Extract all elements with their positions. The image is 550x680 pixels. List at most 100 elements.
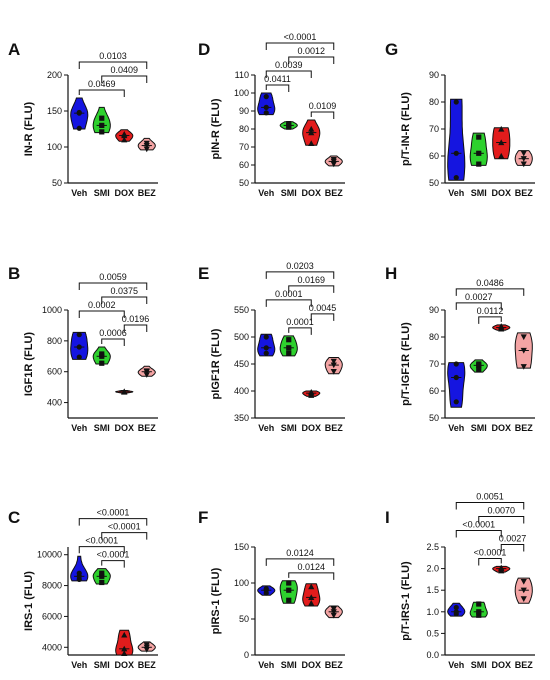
data-point — [121, 645, 128, 652]
data-point — [330, 609, 337, 615]
comparison-bracket — [265, 84, 290, 92]
p-value-label: 0.0375 — [110, 286, 138, 296]
p-value-label: 0.0411 — [264, 74, 291, 84]
data-point — [121, 388, 128, 395]
data-point — [476, 366, 482, 372]
data-point — [76, 110, 82, 116]
data-point — [263, 110, 269, 116]
x-tick-label: DOX — [301, 188, 321, 198]
p-value-label: <0.0001 — [97, 550, 130, 560]
panel-label: I — [385, 508, 390, 527]
panel-label: C — [8, 508, 20, 527]
comparison-bracket — [500, 543, 525, 552]
comparison-bracket — [78, 89, 125, 98]
data-point — [476, 361, 482, 367]
x-tick-label: DOX — [114, 188, 134, 198]
x-tick-label: SMI — [281, 660, 297, 670]
panel-label: D — [198, 40, 210, 59]
x-tick-label: Veh — [71, 660, 87, 670]
p-value-label: 0.0112 — [477, 306, 504, 316]
data-point — [99, 115, 105, 121]
data-point — [76, 332, 82, 338]
y-tick-label: 6000 — [42, 611, 62, 621]
data-point — [121, 132, 128, 139]
x-tick-label: SMI — [94, 660, 110, 670]
p-value-label: <0.0001 — [97, 508, 130, 518]
comparison-bracket — [78, 310, 125, 319]
data-point — [330, 358, 337, 365]
x-tick-label: Veh — [71, 188, 87, 198]
y-tick-label: 90 — [429, 70, 439, 80]
comparison-bracket — [478, 316, 502, 324]
data-point — [330, 606, 337, 613]
x-tick-label: SMI — [281, 188, 297, 198]
panel-i: I 0.0 0.5 1.0 1.5 2.0 2.5 p/T-IRS-1 (FLU) Veh SMI… — [385, 491, 535, 670]
data-point — [263, 586, 269, 592]
violin-veh — [447, 98, 466, 181]
p-value-label: <0.0001 — [462, 519, 495, 529]
data-point — [476, 601, 482, 607]
comparison-bracket — [101, 296, 148, 305]
y-axis-label: IN-R (FLU) — [23, 101, 35, 156]
data-point — [99, 351, 105, 357]
y-tick-label: 0.0 — [426, 650, 439, 660]
panel-label: B — [8, 264, 20, 283]
y-tick-label: 80 — [429, 97, 439, 107]
data-point — [453, 150, 459, 156]
data-point — [76, 354, 82, 360]
p-value-label: 0.0203 — [286, 261, 314, 271]
panel-label: H — [385, 264, 397, 283]
data-point — [520, 587, 527, 594]
data-point — [121, 631, 128, 638]
p-value-label: 0.0169 — [297, 275, 325, 285]
data-point — [76, 570, 82, 576]
y-tick-label: 8000 — [42, 581, 62, 591]
x-tick-label: BEZ — [325, 660, 344, 670]
y-tick-label: 50 — [239, 178, 249, 188]
data-point — [330, 368, 337, 375]
p-value-label: <0.0001 — [108, 522, 141, 532]
y-tick-label: 50 — [429, 413, 439, 423]
data-point — [330, 362, 337, 369]
panel-label: E — [198, 264, 209, 283]
data-point — [286, 597, 292, 603]
y-tick-label: 60 — [429, 386, 439, 396]
y-axis-label: IRS-1 (FLU) — [23, 571, 35, 631]
data-point — [99, 573, 105, 579]
x-tick-label: BEZ — [138, 423, 157, 433]
y-axis-label: pIRS-1 (FLU) — [210, 567, 222, 634]
y-tick-label: 100 — [234, 578, 249, 588]
y-tick-label: 450 — [234, 359, 249, 369]
y-tick-label: 80 — [239, 124, 249, 134]
y-tick-label: 70 — [429, 124, 439, 134]
data-point — [308, 600, 315, 606]
data-point — [286, 337, 292, 343]
panel-a: A 50 100 150 200 IN-R (FLU) Veh SMI DOX BEZ 0.0103… — [8, 40, 158, 198]
x-tick-label: Veh — [448, 188, 464, 198]
p-value-label: 0.0124 — [286, 548, 314, 558]
comparison-bracket — [78, 546, 125, 554]
p-value-label: 0.0012 — [297, 46, 325, 56]
data-point — [76, 344, 82, 350]
data-point — [263, 94, 269, 100]
p-value-label: 0.0051 — [476, 491, 504, 501]
p-value-label: 0.0409 — [110, 65, 138, 75]
x-tick-label: BEZ — [515, 660, 534, 670]
violin-veh — [70, 555, 89, 582]
data-point — [99, 122, 105, 128]
y-tick-label: 100 — [47, 142, 62, 152]
data-point — [143, 369, 150, 375]
x-tick-label: BEZ — [515, 423, 534, 433]
y-tick-label: 70 — [239, 142, 249, 152]
data-point — [453, 175, 459, 181]
comparison-bracket — [123, 324, 148, 333]
x-tick-label: Veh — [71, 423, 87, 433]
data-point — [453, 361, 459, 367]
y-tick-label: 350 — [234, 413, 249, 423]
y-tick-label: 60 — [429, 151, 439, 161]
comparison-bracket — [265, 558, 335, 566]
y-tick-label: 0.5 — [426, 628, 439, 638]
data-point — [263, 345, 269, 351]
data-point — [76, 125, 82, 131]
y-axis-label: p/T-IRS-1 (FLU) — [400, 561, 412, 641]
